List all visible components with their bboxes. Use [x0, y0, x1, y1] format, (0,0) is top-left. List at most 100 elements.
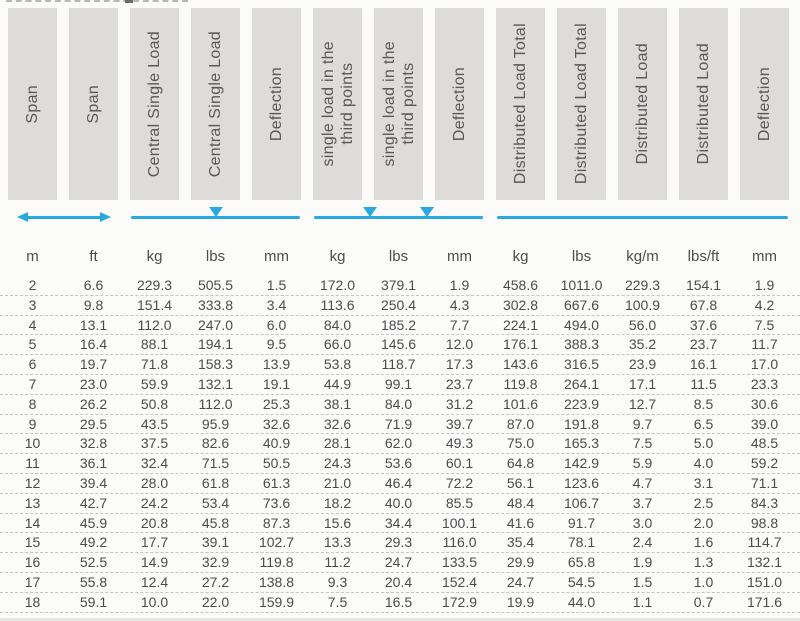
table-cell: 5 — [28, 336, 37, 353]
table-cell: 17 — [24, 573, 41, 590]
column-header-label: Central Single Load — [146, 30, 163, 178]
table-cell: 17.1 — [628, 375, 657, 392]
unit-label: kg — [512, 248, 529, 265]
table-cell: 28.0 — [140, 474, 169, 491]
table-row: 7 23.0 59.9 132.1 19.1 44.9 99.1 23.7 119.8 264.1… — [0, 375, 800, 395]
table-cell: 39.0 — [750, 415, 779, 432]
table-cell: 16.1 — [689, 356, 718, 373]
table-cell: 171.6 — [746, 593, 783, 610]
table-cell: 25.3 — [262, 395, 291, 412]
table-row: 14 45.9 20.8 45.8 87.3 15.6 34.4 100.1 41.6 91.7 3… — [0, 514, 800, 534]
table-cell: 250.4 — [380, 296, 417, 313]
unit-label: mm — [447, 248, 472, 265]
table-row: 4 13.1 112.0 247.0 6.0 84.0 185.2 7.7 224.1 494.0… — [0, 316, 800, 336]
table-cell: 379.1 — [380, 277, 417, 293]
table-cell: 91.7 — [567, 514, 596, 531]
table-cell: 16.4 — [79, 336, 108, 353]
table-cell: 13.9 — [262, 356, 291, 373]
table-cell: 99.1 — [384, 375, 413, 392]
table-cell: 24.7 — [506, 573, 535, 590]
header-row: Span Span Central Single Load Central Singl… — [0, 8, 800, 200]
table-cell: 133.5 — [441, 554, 478, 571]
table-cell: 16.5 — [384, 593, 413, 610]
table-cell: 35.2 — [628, 336, 657, 353]
table-row: 11 36.1 32.4 71.5 50.5 24.3 53.6 60.1 64.8 142.9 5… — [0, 454, 800, 474]
table-cell: 1.5 — [632, 573, 653, 590]
table-cell: 17.3 — [445, 356, 474, 373]
table-cell: 19.9 — [506, 593, 535, 610]
column-header: Distributed Load — [679, 8, 728, 200]
table-cell: 119.8 — [503, 375, 538, 392]
table-cell: 35.4 — [506, 534, 535, 551]
distributed-load-diagram — [496, 204, 789, 226]
table-cell: 29.9 — [506, 554, 535, 571]
table-cell: 224.1 — [502, 316, 539, 333]
table-cell: 56.0 — [628, 316, 657, 333]
table-cell: 8 — [28, 395, 37, 412]
load-diagram-row — [0, 204, 800, 226]
table-cell: 10 — [24, 435, 41, 452]
column-header: single load in the third points — [374, 8, 423, 200]
table-cell: 32.6 — [262, 415, 291, 432]
table-cell: 53.4 — [201, 494, 230, 511]
table-cell: 14 — [24, 514, 41, 531]
beam-line — [131, 216, 300, 219]
unit-label: mm — [264, 248, 289, 265]
table-cell: 123.6 — [563, 474, 600, 491]
table-cell: 11.2 — [324, 554, 351, 571]
column-header-label: Distributed Load — [634, 43, 651, 165]
table-cell: 12 — [24, 474, 41, 491]
table-cell: 95.9 — [201, 415, 230, 432]
table-cell: 1011.0 — [560, 277, 603, 293]
table-row: 6 19.7 71.8 158.3 13.9 53.8 118.7 17.3 143.6 316.… — [0, 355, 800, 375]
unit-label: ft — [89, 248, 98, 265]
unit-label: kg — [329, 248, 346, 265]
table-cell: 36.1 — [79, 455, 108, 472]
table-cell: 7.5 — [327, 593, 348, 610]
unit-label: kg/m — [626, 248, 659, 265]
table-cell: 5.9 — [632, 455, 653, 472]
column-header: Deflection — [740, 8, 789, 200]
third-point-loads-diagram — [313, 204, 484, 226]
table-cell: 19.1 — [262, 375, 291, 392]
unit-label: m — [26, 248, 39, 265]
unit-label: lbs — [571, 248, 592, 265]
table-cell: 42.7 — [79, 494, 108, 511]
load-triangle-icon — [208, 207, 223, 217]
table-cell: 39.1 — [201, 534, 230, 551]
column-header: Central Single Load — [130, 8, 179, 200]
table-row: 3 9.8 151.4 333.8 3.4 113.6 250.4 4.3 302.8 667.6… — [0, 296, 800, 316]
table-cell: 5.0 — [693, 435, 714, 452]
table-cell: 71.1 — [750, 474, 779, 491]
table-cell: 112.0 — [137, 316, 172, 333]
table-cell: 1.6 — [693, 534, 714, 551]
column-header-label: Span — [24, 84, 41, 124]
table-cell: 84.0 — [323, 316, 352, 333]
beam-line — [497, 216, 788, 219]
table-cell: 40.0 — [384, 494, 413, 511]
table-cell: 53.8 — [323, 356, 352, 373]
table-cell: 132.1 — [197, 375, 234, 392]
beam-line — [314, 216, 483, 219]
column-header: Central Single Load — [191, 8, 240, 200]
column-header-label: Span — [85, 84, 102, 124]
table-cell: 13.1 — [79, 316, 108, 333]
table-cell: 7.5 — [754, 316, 775, 333]
table-cell: 12.0 — [445, 336, 474, 353]
table-cell: 50.5 — [262, 455, 291, 472]
table-cell: 23.0 — [79, 375, 108, 392]
table-cell: 7.5 — [632, 435, 653, 452]
table-cell: 152.4 — [441, 573, 478, 590]
table-cell: 13.3 — [323, 534, 352, 551]
table-cell: 302.8 — [502, 296, 539, 313]
table-cell: 7 — [28, 375, 37, 392]
table-cell: 3.1 — [693, 474, 714, 491]
table-cell: 2.4 — [632, 534, 653, 551]
unit-label: lbs — [388, 248, 409, 265]
table-cell: 59.2 — [750, 455, 779, 472]
table-cell: 112.0 — [198, 395, 233, 412]
table-cell: 106.7 — [563, 494, 600, 511]
table-cell: 28.1 — [323, 435, 352, 452]
table-cell: 75.0 — [506, 435, 535, 452]
table-cell: 45.9 — [79, 514, 108, 531]
